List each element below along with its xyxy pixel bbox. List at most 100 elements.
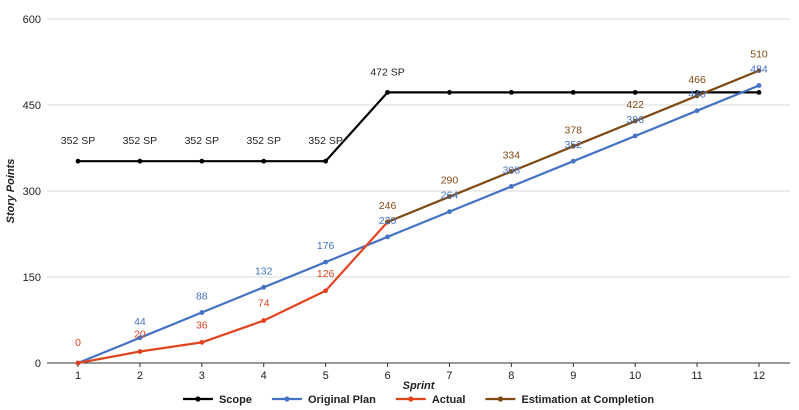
series-line-original-plan [76,84,761,365]
point-original-plan [385,234,390,240]
data-labels: 352 SP 352 SP 352 SP 352 SP 352 SP 472 SP 44 88… [61,49,768,349]
data-label-estimation-at-completion: 378 [565,124,583,136]
series-lines [75,68,762,366]
x-tick-label: 2 [137,370,143,382]
point-estimation-at-completion [694,93,700,99]
legend-label: Scope [219,394,252,406]
data-label-original-plan: 132 [255,265,273,277]
point-estimation-at-completion [447,194,452,200]
data-label-estimation-at-completion: 334 [503,150,521,162]
data-label-actual: 20 [134,329,146,341]
point-estimation-at-completion [756,68,762,73]
data-label-estimation-at-completion: 422 [626,99,644,111]
point-original-plan [508,184,514,189]
data-label-actual: 126 [317,268,335,280]
point-scope [199,158,205,164]
point-scope [447,89,452,95]
x-tick-label: 8 [508,370,514,382]
point-original-plan [694,108,700,114]
point-estimation-at-completion [508,169,514,174]
data-label-estimation-at-completion: 246 [379,200,397,212]
x-tick-label: 3 [199,370,205,382]
data-label-scope: 472 SP [370,66,404,78]
point-scope [694,89,700,95]
point-estimation-at-completion [385,219,390,225]
x-tick-label: 11 [691,370,702,382]
data-label-estimation-at-completion: 510 [750,49,768,61]
legend: Scope Original Plan Actual Estimation at Co… [182,394,654,406]
data-label-original-plan: 176 [317,240,335,252]
point-scope [756,89,762,95]
legend-label: Estimation at Completion [521,394,654,406]
legend-item-actual: Actual [395,394,466,406]
x-tick-label: 7 [446,370,452,382]
data-label-actual: 0 [75,337,81,349]
point-actual [261,318,267,323]
data-label-estimation-at-completion: 466 [688,74,706,86]
data-label-original-plan: 352 [565,139,583,151]
point-original-plan [323,259,329,265]
point-scope [632,89,638,95]
data-label-original-plan: 264 [441,190,459,202]
legend-swatch-marker [195,396,201,402]
x-tick-label: 1 [75,370,81,382]
legend-swatch-marker [497,396,504,402]
point-scope [137,158,143,164]
y-tick-label: 600 [23,14,41,26]
y-tick-label: 0 [35,358,41,370]
data-label-original-plan: 440 [688,89,706,101]
point-estimation-at-completion [632,118,638,124]
data-label-original-plan: 484 [750,64,768,76]
legend-item-original-plan: Original Plan [271,394,376,406]
legend-label: Actual [432,394,466,406]
data-label-scope: 352 SP [185,135,219,147]
y-tick-label: 300 [23,186,41,198]
point-actual [75,360,81,366]
legend-label: Original Plan [308,394,376,406]
x-axis-title: Sprint [403,380,436,392]
y-tick-label: 150 [23,272,41,284]
data-label-scope: 352 SP [61,135,95,147]
data-label-scope: 352 SP [308,135,342,147]
x-tick-label: 5 [323,370,329,382]
point-scope [323,158,329,164]
x-tick-label: 6 [384,370,390,382]
data-label-actual: 74 [258,298,270,310]
point-scope [261,158,267,164]
point-scope [570,89,576,95]
x-tick-label: 4 [261,370,267,382]
y-axis-title: Story Points [5,159,17,224]
x-tick-label: 9 [570,370,576,382]
data-label-original-plan: 220 [379,215,397,227]
point-actual [137,349,143,354]
legend-item-scope: Scope [182,394,252,406]
data-label-actual: 36 [196,319,208,331]
point-original-plan [199,310,205,315]
data-label-original-plan: 88 [196,291,208,303]
series-line-scope [76,91,761,163]
legend-swatch-marker [284,396,290,402]
data-label-estimation-at-completion: 290 [441,175,459,187]
y-tick-label: 450 [23,100,41,112]
point-original-plan [756,83,762,88]
series-line-actual [76,220,389,365]
legend-swatch-marker [408,396,414,402]
point-original-plan [632,133,638,139]
point-estimation-at-completion [570,143,576,149]
data-label-original-plan: 396 [626,114,644,126]
data-label-scope: 352 SP [123,135,157,147]
point-original-plan [137,335,143,341]
legend-item-estimation-at-completion: Estimation at Completion [485,394,654,406]
gridlines [47,18,790,278]
point-scope [508,89,514,95]
point-actual [323,288,329,294]
point-actual [199,339,205,345]
point-original-plan [447,209,452,215]
point-scope [385,89,390,95]
data-label-scope: 352 SP [247,135,281,147]
x-tick-label: 12 [753,370,765,382]
data-label-original-plan: 308 [503,164,521,176]
point-original-plan [261,284,267,290]
